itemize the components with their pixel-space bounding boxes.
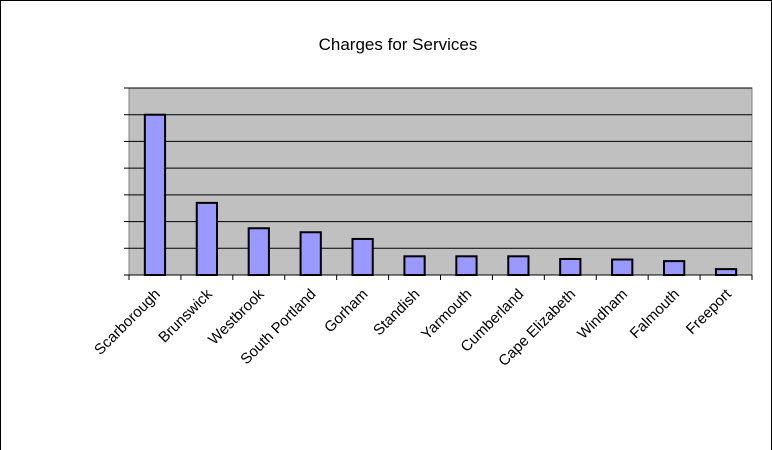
bar-south-portland [299, 231, 322, 276]
chart-title: Charges for Services [319, 35, 478, 54]
bar-cumberland [507, 255, 530, 276]
gridlines [129, 87, 752, 249]
x-tick-label: Gorham [321, 286, 371, 336]
bar-falmouth [663, 260, 686, 277]
bar-yarmouth [455, 255, 478, 276]
bar-standish [403, 255, 426, 276]
x-tick-label: Scarborough [91, 286, 164, 359]
x-tick-label: Freeport [683, 285, 736, 338]
bar-brunswick [195, 201, 218, 276]
bar-gorham [351, 237, 374, 276]
x-axis [128, 274, 753, 280]
bar-freeport [714, 268, 738, 277]
bar-westbrook [247, 227, 270, 276]
x-tick-label: Windham [574, 286, 631, 343]
bar-windham [611, 258, 634, 276]
bar-cape-elizabeth [559, 257, 582, 277]
bar-scarborough [143, 113, 167, 277]
plot-area [128, 87, 753, 276]
y-axis-ticks [124, 87, 129, 276]
x-tick-label: Falmouth [627, 286, 683, 342]
x-tick-label: Standish [370, 286, 423, 339]
